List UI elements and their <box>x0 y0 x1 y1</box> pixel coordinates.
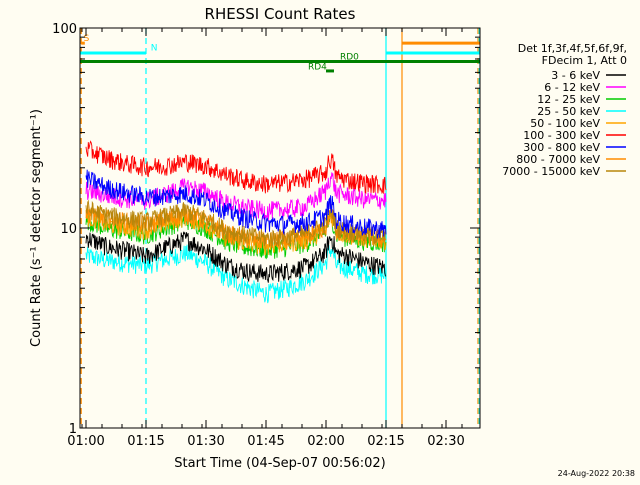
series-line-0 <box>85 231 387 283</box>
series-line-1 <box>85 172 387 221</box>
x-tick-label-1: 01:15 <box>127 434 164 449</box>
x-tick-label-6: 02:30 <box>427 434 464 449</box>
legend-entry-label-3: 25 - 50 keV <box>537 105 600 118</box>
legend-header-2: FDecim 1, Att 0 <box>542 54 627 67</box>
chart-title: RHESSI Count Rates <box>205 5 356 23</box>
legend: Det 1f,3f,4f,5f,6f,9f, FDecim 1, Att 0 3… <box>502 42 627 178</box>
series-line-5 <box>85 140 387 195</box>
legend-entry-label-6: 300 - 800 keV <box>523 141 600 154</box>
series-line-3 <box>85 244 387 304</box>
x-axis-label: Start Time (04-Sep-07 00:56:02) <box>174 456 385 471</box>
x-tick-label-0: 01:00 <box>67 434 104 449</box>
x-tick-label-4: 02:00 <box>307 434 344 449</box>
legend-entry-label-8: 7000 - 15000 keV <box>502 165 600 178</box>
legend-entry-label-4: 50 - 100 keV <box>530 117 600 130</box>
y-tick-label-0: 1 <box>69 422 77 437</box>
plot-layer: S N RD0 RD4 <box>80 28 480 428</box>
legend-entry-label-1: 6 - 12 keV <box>544 81 600 94</box>
flag-label-s: S <box>84 34 90 44</box>
y-tick-label-2: 100 <box>52 22 77 37</box>
legend-entry-label-0: 3 - 6 keV <box>551 69 600 82</box>
x-tick-label-2: 01:30 <box>187 434 224 449</box>
legend-entry-label-5: 100 - 300 keV <box>523 129 600 142</box>
legend-entry-label-7: 800 - 7000 keV <box>516 153 600 166</box>
timestamp: 24-Aug-2022 20:38 <box>558 469 635 478</box>
flag-label-n: N <box>151 44 158 54</box>
flag-label-rd4: RD4 <box>308 63 327 73</box>
y-tick-label-1: 10 <box>60 222 77 237</box>
series-line-8 <box>85 199 387 247</box>
legend-entry-label-2: 12 - 25 keV <box>537 93 600 106</box>
axes-layer: 01:00 01:15 01:30 01:45 02:00 02:15 02:30 1 10 10… <box>52 22 480 449</box>
y-axis-label: Count Rate (s⁻¹ detector segment⁻¹) <box>29 109 44 347</box>
x-tick-label-3: 01:45 <box>247 434 284 449</box>
legend-header-1: Det 1f,3f,4f,5f,6f,9f, <box>518 42 627 55</box>
series-line-6 <box>85 169 387 239</box>
flag-label-rd0: RD0 <box>340 53 359 63</box>
x-tick-label-5: 02:15 <box>367 434 404 449</box>
